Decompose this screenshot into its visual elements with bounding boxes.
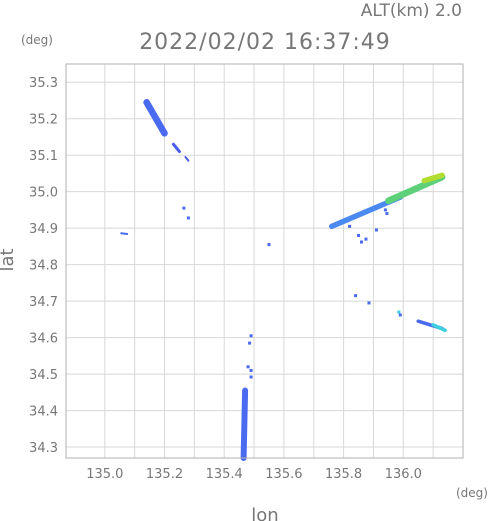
echo-band: [421, 172, 445, 184]
y-tick-label: 35.0: [29, 186, 58, 201]
echo-speck: [364, 237, 368, 241]
echo-speck: [267, 243, 271, 247]
altitude-label: ALT(km) 2.0: [361, 1, 462, 21]
echo-speck: [249, 334, 253, 338]
echo-speck: [248, 341, 252, 345]
x-tick-label: 135.4: [206, 467, 243, 482]
echo-band: [120, 232, 129, 236]
x-tick-label: 135.0: [86, 467, 123, 482]
echo-speck: [348, 224, 352, 228]
x-unit-label: (deg): [456, 486, 488, 500]
tick-labels: 135.0 135.2 135.4 135.6 135.8 136.0 34.3 34.4 34…: [29, 76, 422, 482]
echo-speck: [186, 216, 190, 220]
echo-speck: [397, 310, 401, 314]
x-axis-label: lon: [251, 505, 278, 521]
y-tick-label: 34.7: [29, 295, 58, 310]
echo-speck: [367, 301, 371, 305]
echo-speck: [182, 206, 186, 210]
x-tick-label: 135.8: [325, 467, 362, 482]
echo-speck: [383, 208, 387, 212]
echo-band: [431, 323, 447, 333]
y-axis-label: lat: [0, 248, 18, 271]
y-tick-label: 34.9: [29, 222, 58, 237]
x-tick-label: 135.2: [146, 467, 183, 482]
echo-speck: [385, 212, 389, 216]
y-tick-label: 34.3: [29, 441, 58, 456]
y-tick-label: 34.4: [29, 405, 58, 420]
echo-speck: [357, 233, 361, 237]
echo-speck: [246, 365, 250, 369]
x-tick-label: 136.0: [385, 467, 422, 482]
y-tick-label: 35.1: [29, 149, 58, 164]
echo-band: [240, 387, 249, 461]
echo-band: [385, 173, 446, 205]
echo-band: [184, 156, 190, 162]
echo-band: [171, 142, 181, 154]
echo-speck: [374, 228, 378, 232]
y-tick-label: 34.8: [29, 259, 58, 274]
grid: [66, 64, 463, 458]
echo-speck: [249, 375, 253, 379]
echo-speck: [249, 368, 253, 372]
y-tick-label: 35.3: [29, 76, 58, 91]
echo-speck: [360, 240, 364, 244]
echo-speck: [398, 313, 402, 317]
echo-band: [143, 99, 168, 137]
y-tick-label: 34.6: [29, 332, 58, 347]
echo-layer: [120, 99, 447, 461]
x-tick-label: 135.6: [265, 467, 302, 482]
echo-speck: [354, 294, 358, 298]
chart-timestamp: 2022/02/02 16:37:49: [139, 30, 391, 55]
y-tick-label: 34.5: [29, 368, 58, 383]
y-tick-label: 35.2: [29, 113, 58, 128]
plot-frame: [65, 63, 464, 459]
y-unit-label: (deg): [21, 33, 53, 47]
